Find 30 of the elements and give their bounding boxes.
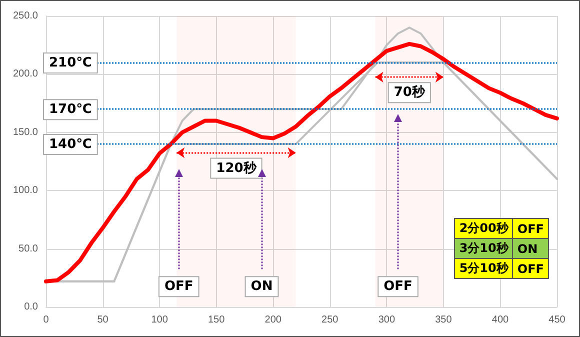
band-label: 70秒	[394, 85, 426, 100]
y-tick-label: 200.0	[12, 68, 38, 80]
x-tick-label: 100	[151, 314, 168, 326]
annotation: 3分10秒	[454, 238, 513, 258]
y-tick-label: 100.0	[12, 185, 38, 196]
x-tick-label: 250	[322, 314, 339, 326]
x-tick-label: 200	[264, 314, 282, 326]
y-tick-label: 50.0	[18, 243, 38, 254]
annotation: 2分00秒	[454, 218, 513, 238]
ref-line-label: OFF	[164, 279, 194, 294]
annotation: ON	[512, 238, 548, 258]
x-tick-label: 400	[492, 314, 509, 326]
ref-line-label: 140℃	[49, 137, 92, 152]
annotation: OFF	[512, 258, 548, 278]
band-label: 120秒	[216, 160, 258, 176]
ref-line-label: ON	[250, 279, 273, 294]
x-tick-label: 150	[208, 314, 226, 326]
x-tick-label: 350	[435, 314, 452, 326]
x-tick-label: 0	[43, 314, 50, 326]
y-tick-label: 150.0	[12, 126, 38, 138]
ref-line-label: 210℃	[49, 56, 92, 71]
y-tick-label: 250.0	[12, 10, 38, 22]
x-tick-label: 300	[378, 314, 396, 326]
x-tick-label: 50	[97, 314, 109, 326]
annotation: 5分10秒	[454, 258, 513, 278]
annotation: OFF	[512, 218, 548, 238]
y-tick-label: 0.0	[24, 302, 38, 312]
x-tick-label: 450	[548, 314, 566, 326]
ref-line-label: OFF	[384, 279, 412, 294]
ref-line-label: 170℃	[49, 102, 92, 118]
